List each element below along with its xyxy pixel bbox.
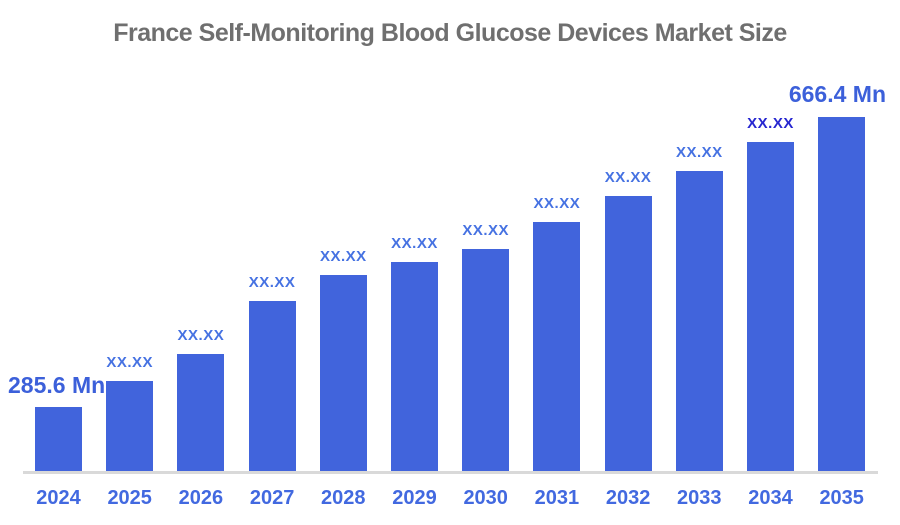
first-bar-value-label: 285.6 Mn — [8, 372, 106, 398]
bar-value-label-2033: XX.XX — [675, 144, 723, 161]
chart-title: France Self-Monitoring Blood Glucose Dev… — [113, 19, 787, 47]
x-tick-2029: 2029 — [392, 487, 437, 509]
x-tick-2027: 2027 — [249, 487, 295, 509]
x-tick-2034: 2034 — [748, 487, 793, 509]
x-tick-2025: 2025 — [107, 487, 152, 509]
bar-value-label-2026: XX.XX — [177, 327, 225, 344]
x-tick-2024: 2024 — [36, 487, 81, 509]
bar-2025 — [106, 381, 154, 472]
bar-2024 — [35, 407, 82, 472]
bar-2026 — [177, 354, 225, 472]
bar-2029 — [391, 262, 438, 472]
x-tick-2028: 2028 — [321, 487, 366, 509]
bar-value-label-2034: XX.XX — [747, 115, 794, 132]
x-tick-2031: 2031 — [534, 487, 580, 509]
bar-value-label-2031: XX.XX — [533, 195, 581, 212]
x-tick-2026: 2026 — [178, 487, 224, 509]
last-bar-value-label: 666.4 Mn — [788, 81, 886, 107]
x-tick-2033: 2033 — [677, 487, 722, 509]
x-tick-2032: 2032 — [605, 487, 651, 509]
bar-2035 — [818, 117, 866, 472]
bar-value-label-2028: XX.XX — [319, 248, 367, 265]
x-tick-2035: 2035 — [819, 487, 864, 509]
x-axis-line — [23, 471, 878, 474]
bar-2028 — [319, 275, 367, 472]
bar-2027 — [248, 301, 296, 472]
bar-value-label-2025: XX.XX — [106, 354, 154, 371]
bar-2033 — [675, 171, 723, 472]
bar-2031 — [533, 222, 581, 472]
bar-2034 — [747, 142, 794, 472]
bar-value-label-2030: XX.XX — [462, 222, 510, 239]
bar-2032 — [604, 196, 652, 472]
bar-value-label-2032: XX.XX — [604, 169, 652, 186]
bar-value-label-2029: XX.XX — [391, 235, 438, 252]
bar-value-label-2027: XX.XX — [248, 274, 296, 291]
bar-2030 — [462, 249, 510, 472]
x-tick-2030: 2030 — [463, 487, 508, 509]
